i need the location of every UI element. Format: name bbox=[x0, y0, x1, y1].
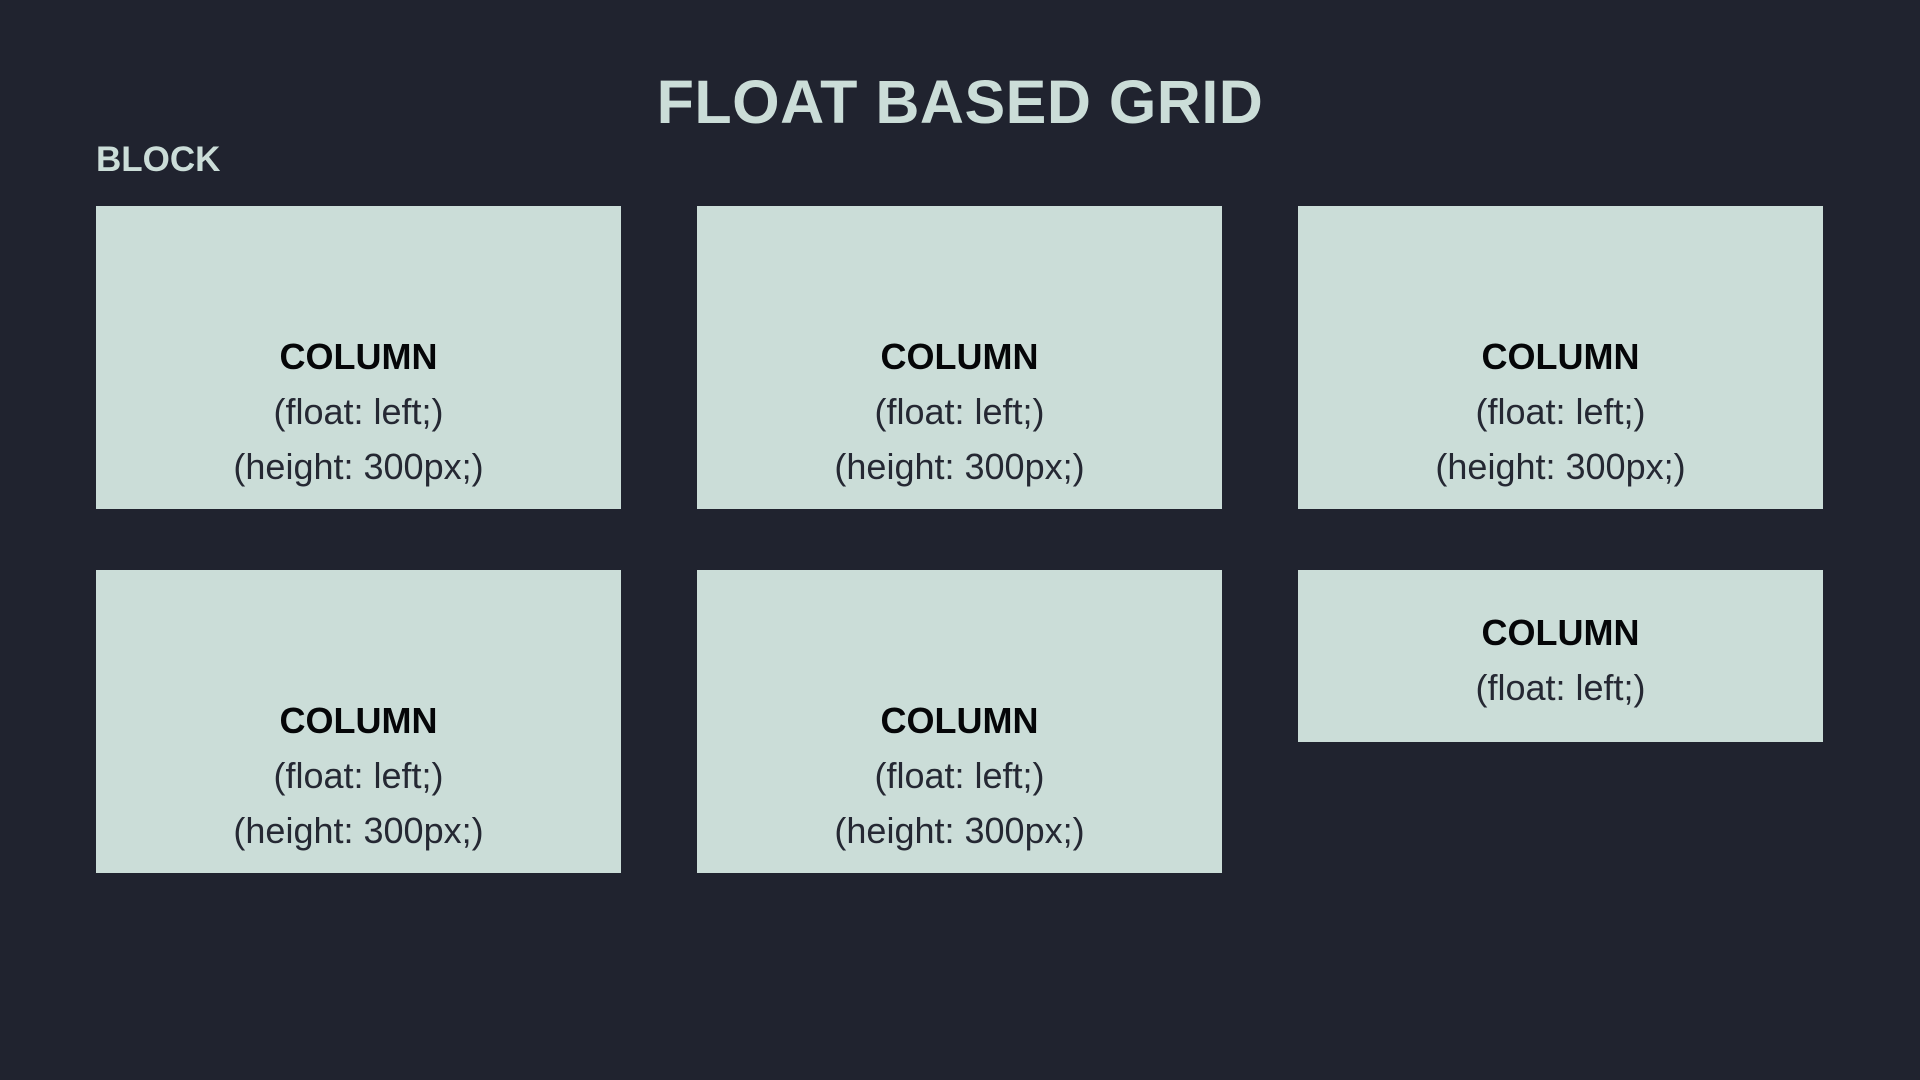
column-title: COLUMN bbox=[1481, 336, 1640, 377]
grid-column-4: COLUMN (float: left;) (height: 300px;) bbox=[96, 570, 621, 873]
grid-column-2: COLUMN (float: left;) (height: 300px;) bbox=[697, 206, 1222, 509]
block-label: BLOCK bbox=[96, 140, 221, 179]
column-height-text: (height: 300px;) bbox=[1435, 446, 1686, 487]
column-title: COLUMN bbox=[279, 336, 438, 377]
column-height-text: (height: 300px;) bbox=[233, 446, 484, 487]
grid-column-5: COLUMN (float: left;) (height: 300px;) bbox=[697, 570, 1222, 873]
column-title: COLUMN bbox=[279, 700, 438, 741]
column-float-text: (float: left;) bbox=[273, 755, 444, 796]
column-float-text: (float: left;) bbox=[874, 755, 1045, 796]
column-height-text: (height: 300px;) bbox=[233, 810, 484, 851]
grid-column-3: COLUMN (float: left;) (height: 300px;) bbox=[1298, 206, 1823, 509]
grid-column-1: COLUMN (float: left;) (height: 300px;) bbox=[96, 206, 621, 509]
column-float-text: (float: left;) bbox=[874, 391, 1045, 432]
column-title: COLUMN bbox=[880, 336, 1039, 377]
column-float-text: (float: left;) bbox=[1475, 391, 1646, 432]
page-title: FLOAT BASED GRID bbox=[656, 68, 1264, 136]
column-title: COLUMN bbox=[880, 700, 1039, 741]
column-float-text: (float: left;) bbox=[273, 391, 444, 432]
column-title: COLUMN bbox=[1481, 612, 1640, 653]
grid-column-6: COLUMN (float: left;) bbox=[1298, 570, 1823, 742]
column-height-text: (height: 300px;) bbox=[834, 810, 1085, 851]
column-height-text: (height: 300px;) bbox=[834, 446, 1085, 487]
column-float-text: (float: left;) bbox=[1475, 667, 1646, 708]
